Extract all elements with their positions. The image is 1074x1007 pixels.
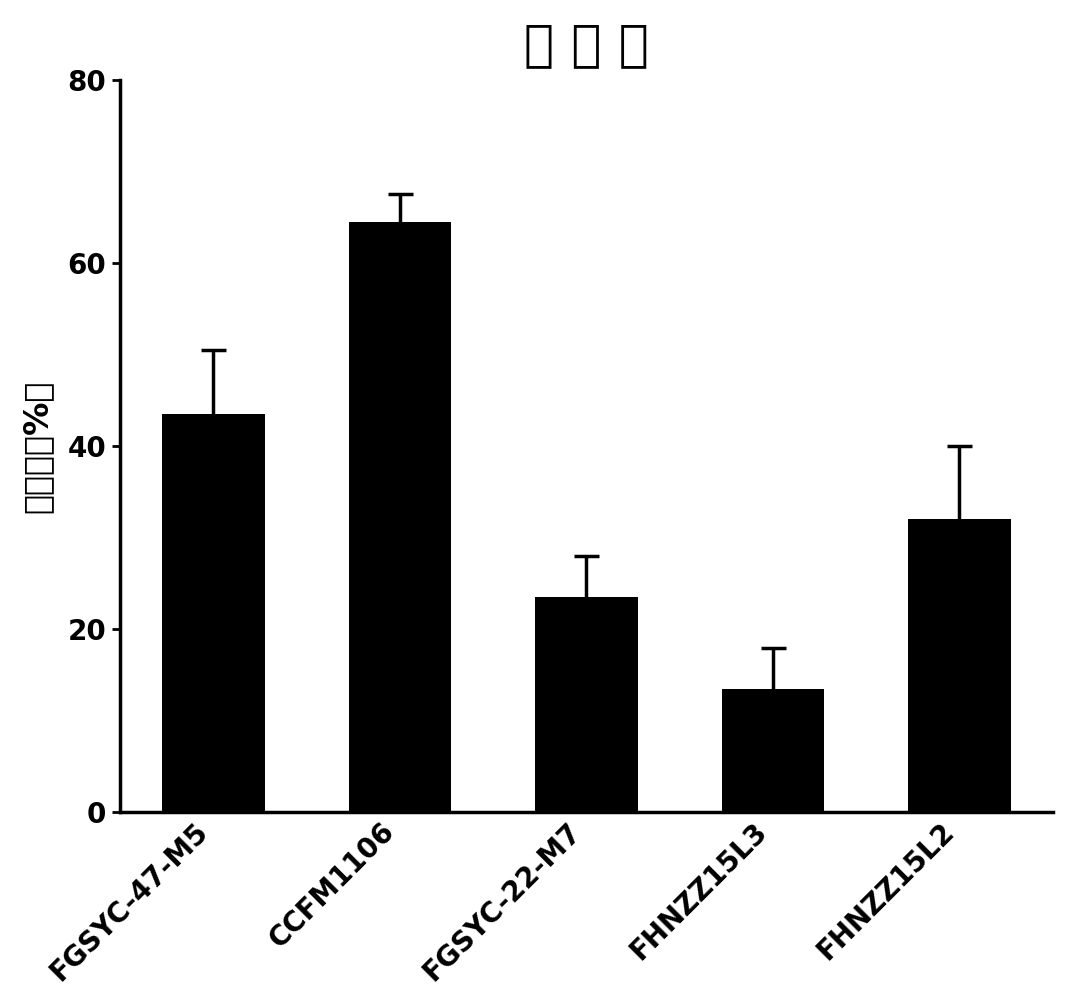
Y-axis label: 吸附率（%）: 吸附率（%） (20, 380, 54, 513)
Bar (349, 222, 451, 813)
Bar (722, 689, 824, 813)
Bar (909, 520, 1011, 813)
Bar (162, 414, 264, 813)
Bar (535, 597, 638, 813)
Title: 吸 附 率: 吸 附 率 (524, 21, 649, 68)
